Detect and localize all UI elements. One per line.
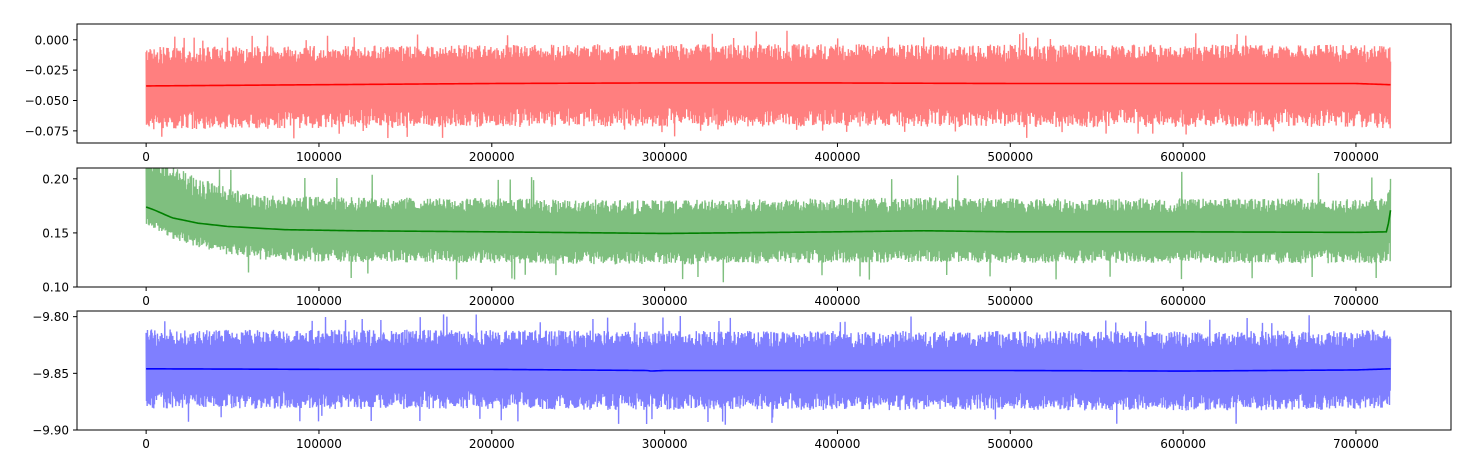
red-x-tick-label: 700000 [1333, 150, 1379, 164]
blue-x-tick-label: 500000 [987, 437, 1033, 451]
green-axes-frame [76, 167, 1452, 288]
blue-y-tick-label: −9.90 [32, 424, 69, 438]
red-smoothed-line [146, 82, 1391, 87]
red-plot-area [145, 30, 1392, 139]
blue-raw-signal-line [145, 314, 1392, 425]
blue-y-tick-label: −9.80 [32, 310, 69, 324]
panel-green-series: 0 100000 200000 300000 400000 500000 600000 700… [42, 167, 1452, 308]
green-x-tick-label: 600000 [1160, 294, 1206, 308]
red-x-tick-label: 200000 [469, 150, 515, 164]
green-y-tick-label: 0.20 [42, 172, 69, 186]
blue-x-tick-label: 0 [142, 437, 150, 451]
red-x-tick-label: 600000 [1160, 150, 1206, 164]
green-x-tick-label: 100000 [296, 294, 342, 308]
green-y-tick-label: 0.15 [42, 226, 69, 240]
green-raw-signal-line [145, 168, 1392, 283]
red-y-tick-label: −0.075 [25, 124, 69, 138]
blue-axes-frame [76, 310, 1452, 431]
red-y-tick-label: −0.050 [25, 94, 69, 108]
blue-x-tick-label: 200000 [469, 437, 515, 451]
red-raw-signal-line [145, 30, 1392, 139]
green-x-tick-label: 0 [142, 294, 150, 308]
blue-x-tick-label: 400000 [815, 437, 861, 451]
green-smoothed-line [145, 206, 1392, 235]
green-x-tick-label: 500000 [987, 294, 1033, 308]
blue-x-tick-label: 300000 [642, 437, 688, 451]
red-x-tick-label: 0 [142, 150, 150, 164]
red-axes-frame [76, 23, 1452, 144]
red-x-tick-label: 100000 [296, 150, 342, 164]
green-y-tick-label: 0.10 [42, 281, 69, 295]
blue-smoothed-line [146, 367, 1391, 372]
red-y-tick-label: −0.025 [25, 64, 69, 78]
green-x-tick-label: 200000 [469, 294, 515, 308]
green-plot-area [145, 168, 1392, 283]
blue-y-tick-label: −9.85 [32, 367, 69, 381]
blue-x-tick-label: 700000 [1333, 437, 1379, 451]
red-y-tick-label: 0.000 [35, 33, 69, 47]
panel-blue-series: 0 100000 200000 300000 400000 500000 600000 700… [32, 310, 1452, 451]
blue-x-tick-label: 100000 [296, 437, 342, 451]
green-x-tick-label: 700000 [1333, 294, 1379, 308]
green-x-tick-label: 300000 [642, 294, 688, 308]
green-x-tick-label: 400000 [815, 294, 861, 308]
red-x-tick-label: 400000 [815, 150, 861, 164]
red-x-tick-label: 500000 [987, 150, 1033, 164]
panel-red-series: 0 100000 200000 300000 400000 500000 600000 700… [25, 23, 1452, 164]
blue-plot-area [145, 314, 1392, 425]
blue-x-tick-label: 600000 [1160, 437, 1206, 451]
red-x-tick-label: 300000 [642, 150, 688, 164]
